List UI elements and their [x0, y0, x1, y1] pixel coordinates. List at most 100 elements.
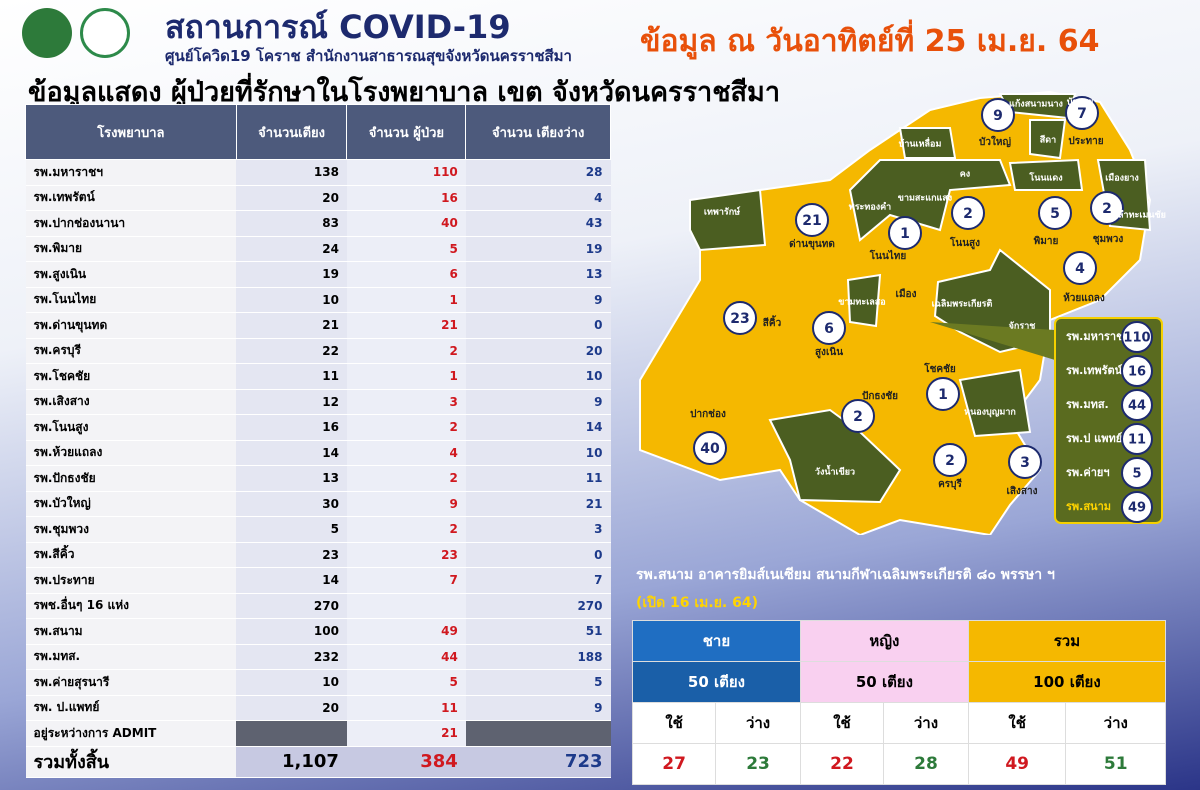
table-cell: 13: [236, 465, 347, 492]
table-cell: รพช.อื่นๆ 16 แห่ง: [25, 593, 237, 619]
district-label: พระทองคำ: [849, 202, 891, 213]
table-row: รพ.มทส. 232 44 188: [25, 644, 611, 670]
field-opened: (เปิด 16 เม.ย. 64): [636, 595, 759, 611]
district-label: โชคชัย: [923, 362, 956, 375]
callout-count: 44: [1128, 399, 1146, 414]
column-header: จำนวน ผู้ป่วย: [346, 104, 467, 160]
district-count: 9: [993, 108, 1003, 124]
district-label: เมืองยาง: [1105, 172, 1139, 184]
table-cell: รพ.ด่านขุนทด: [25, 312, 237, 339]
group-beds: 50 เตียง: [632, 661, 801, 703]
district-label: ด่านขุนทด: [789, 238, 835, 250]
table-row: รพ.สีคิ้ว 23 23 0: [25, 542, 611, 568]
callout-count: 110: [1123, 331, 1150, 346]
table-cell: 20: [236, 185, 347, 211]
callout-label: รพ.สนาม: [1066, 500, 1111, 513]
table-cell: 21: [346, 720, 466, 747]
count-circle: [951, 196, 985, 230]
count-circle: [1121, 389, 1153, 421]
table-cell: 22: [236, 338, 347, 364]
table-cell: รพ.โชคชัย: [25, 363, 237, 390]
table-cell: รพ.สูงเนิน: [25, 261, 237, 288]
table-cell: 21: [236, 312, 347, 339]
table-cell: รพ.เสิงสาง: [25, 389, 237, 415]
district-label: ประทาย: [1068, 135, 1103, 147]
column-header: จำนวน เตียงว่าง: [465, 104, 611, 160]
table-cell: 5: [465, 669, 611, 696]
table-row: รพ.สูงเนิน 19 6 13: [25, 261, 611, 288]
count-circle: [1121, 491, 1153, 523]
table-cell: [465, 720, 611, 747]
callout-label: รพ.มทส.: [1066, 398, 1109, 411]
table-cell: รพ.สีคิ้ว: [25, 542, 237, 568]
district-label: โนนไทย: [869, 249, 907, 262]
group-name: ชาย: [632, 620, 801, 662]
table-row: รพช.อื่นๆ 16 แห่ง 270 270: [25, 593, 611, 619]
district-label: ห้วยแถลง: [1063, 292, 1105, 304]
table-cell: 14: [236, 567, 347, 594]
table-cell: 51: [465, 618, 611, 645]
table-cell: 11: [346, 695, 466, 721]
used-value: 49: [967, 743, 1067, 785]
table-cell: 4: [346, 440, 466, 466]
logo: [80, 8, 130, 58]
callout-label: รพ.ค่ายฯ: [1066, 466, 1110, 479]
table-cell: 138: [236, 159, 347, 186]
table-cell: 5: [236, 516, 347, 543]
district-label: สีดา: [1039, 135, 1056, 146]
count-circle: [888, 216, 922, 250]
table-cell: รพ.ชุมพวง: [25, 516, 237, 543]
table-cell: 49: [346, 618, 466, 645]
district-label: ขามสะแกแสง: [898, 194, 952, 204]
subheader: ว่าง: [1065, 702, 1166, 744]
table-cell: 5: [346, 669, 466, 696]
district-label: วังน้ำเขียว: [815, 465, 855, 478]
table-cell: 11: [236, 363, 347, 390]
table-cell: รพ.ปากช่องนานา: [25, 210, 237, 237]
count-circle: [981, 98, 1015, 132]
table-row: อยู่ระหว่างการ ADMIT 21: [25, 720, 611, 747]
free-value: 51: [1065, 743, 1166, 785]
table-row: รพ.เทพรัตน์ 20 16 4: [25, 185, 611, 211]
subtitle: ศูนย์โควิด19 โคราช สำนักงานสาธารณสุขจังห…: [165, 47, 572, 65]
table-cell: 10: [236, 287, 347, 313]
district-count: 6: [824, 321, 834, 337]
callout-pointer: [930, 322, 1055, 360]
table-cell: 7: [346, 567, 466, 594]
district-label: เมือง: [896, 288, 917, 300]
table-cell: 24: [236, 236, 347, 262]
table-cell: 188: [465, 644, 611, 670]
callout-label: รพ.ป แพทย์: [1066, 432, 1122, 445]
table-cell: รพ.โนนสูง: [25, 414, 237, 441]
count-circle: [1038, 196, 1072, 230]
province: [639, 90, 1152, 535]
count-circle: [1121, 423, 1153, 455]
table-row: รพ.ปากช่องนานา 83 40 43: [25, 210, 611, 237]
used-value: 27: [631, 743, 717, 785]
count-circle: [933, 443, 967, 477]
hospital-table: โรงพยาบาล จำนวนเตียง จำนวน ผู้ป่วย จำนวน เต…: [25, 104, 611, 778]
district-label: หนองบุญมาก: [964, 408, 1016, 418]
table-row: รพ.ห้วยแถลง 14 4 10: [25, 440, 611, 466]
table-cell: 2: [346, 338, 466, 364]
district-label: บ้านเหลื่อม: [899, 137, 942, 150]
value-row: 27 23 22 28 49 51: [631, 743, 1166, 785]
district-label: บัวลาย: [1067, 97, 1094, 108]
table-cell: รพ.มทส.: [25, 644, 237, 670]
table-row: รพ. ป.แพทย์ 20 11 9: [25, 695, 611, 721]
count-circle: [1063, 251, 1097, 285]
callout-count: 16: [1128, 365, 1146, 380]
table-row: รพ.ค่ายสุรนารี 10 5 5: [25, 669, 611, 696]
logo: [22, 8, 72, 58]
table-row: รพ.ประทาย 14 7 7: [25, 567, 611, 594]
district-label: แก้งสนามนาง: [1009, 99, 1063, 110]
group-name: หญิง: [799, 620, 969, 662]
district-label: พิมาย: [1034, 235, 1059, 247]
table-cell: 10: [465, 440, 611, 466]
table-cell: 20: [236, 695, 347, 721]
table-row: รพ.โชคชัย 11 1 10: [25, 363, 611, 390]
district-count: 1: [938, 387, 948, 403]
table-cell: อยู่ระหว่างการ ADMIT: [25, 720, 237, 747]
table-cell: 3: [465, 516, 611, 543]
count-circle: [1065, 96, 1099, 130]
